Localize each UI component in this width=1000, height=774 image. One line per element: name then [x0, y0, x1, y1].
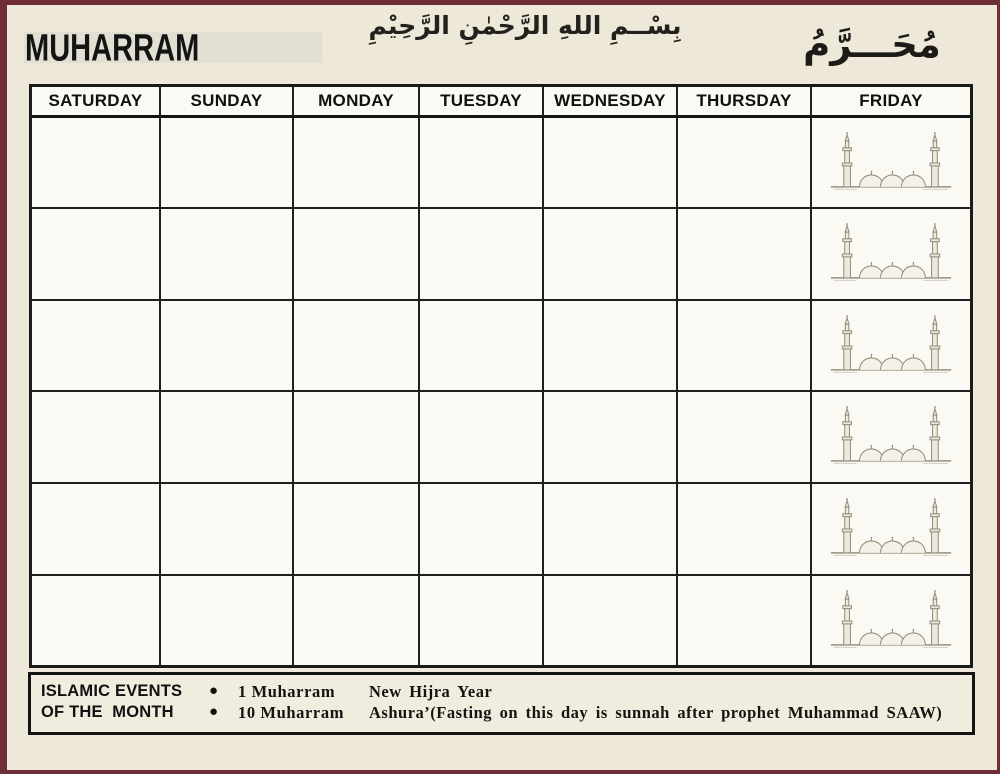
events-heading-line1: ISLAMIC EVENTS — [41, 681, 183, 701]
calendar-cell — [678, 301, 812, 392]
calendar-cell — [544, 392, 678, 484]
calendar-cell — [294, 301, 420, 392]
calendar-cell — [678, 118, 812, 209]
page-title: MUHARRAM — [25, 27, 200, 70]
calendar-cell — [678, 484, 812, 576]
bismillah-calligraphy: بِسْــمِ اللهِ الرَّحْمٰنِ الرَّحِيْمِ — [368, 11, 682, 40]
calendar-cell — [161, 484, 294, 576]
day-header-monday: MONDAY — [294, 87, 420, 118]
calendar-cell — [294, 484, 420, 576]
calendar-cell — [161, 576, 294, 665]
calendar-cell — [420, 209, 544, 301]
calendar-cell — [544, 576, 678, 665]
calendar-cell — [544, 484, 678, 576]
calendar-cell — [294, 209, 420, 301]
event-row: ISLAMIC EVENTS ● 1 Muharram New Hijra Ye… — [31, 682, 972, 702]
mosque-icon — [830, 406, 952, 464]
calendar-cell — [420, 301, 544, 392]
bullet-icon: ● — [209, 703, 219, 720]
mosque-icon — [830, 314, 952, 373]
calendar-cell — [32, 392, 161, 484]
calendar-cell — [420, 576, 544, 665]
event-description: Ashura’(Fasting on this day is sunnah af… — [369, 703, 943, 722]
event-date: 10 Muharram — [238, 703, 345, 722]
calendar-cell — [812, 209, 970, 301]
calendar-cell — [294, 118, 420, 209]
calendar-grid: SATURDAY SUNDAY MONDAY TUESDAY WEDNESDAY THUR… — [29, 84, 973, 668]
calendar-cell — [32, 484, 161, 576]
calendar-cell — [32, 118, 161, 209]
calendar-cell — [32, 301, 161, 392]
calendar-cell — [420, 118, 544, 209]
calendar-cell — [420, 392, 544, 484]
calendar-cell — [32, 209, 161, 301]
calendar-cell — [420, 484, 544, 576]
events-heading-line2: OF THE MONTH — [41, 702, 174, 722]
day-header-sunday: SUNDAY — [161, 87, 294, 118]
bullet-icon: ● — [209, 682, 219, 699]
day-header-friday: FRIDAY — [812, 87, 970, 118]
calendar-cell — [812, 484, 970, 576]
islamic-events-box: ISLAMIC EVENTS ● 1 Muharram New Hijra Ye… — [28, 672, 975, 735]
calendar-cell — [812, 576, 970, 665]
event-date: 1 Muharram — [238, 682, 336, 701]
calendar-cell — [678, 392, 812, 484]
calendar-cell — [32, 576, 161, 665]
calendar-cell — [544, 301, 678, 392]
day-header-tuesday: TUESDAY — [420, 87, 544, 118]
calendar-cell — [812, 392, 970, 484]
month-name-arabic: مُحَـــرَّمُ — [803, 23, 941, 66]
calendar-cell — [161, 392, 294, 484]
day-header-thursday: THURSDAY — [678, 87, 812, 118]
day-header-saturday: SATURDAY — [32, 87, 161, 118]
calendar-cell — [294, 576, 420, 665]
calendar-cell — [812, 118, 970, 209]
mosque-icon — [830, 131, 952, 190]
event-description: New Hijra Year — [369, 682, 493, 701]
calendar-cell — [812, 301, 970, 392]
calendar-cell — [161, 118, 294, 209]
calendar-cell — [161, 301, 294, 392]
calendar-cell — [678, 576, 812, 665]
calendar-cell — [161, 209, 294, 301]
mosque-icon — [830, 498, 952, 556]
calendar-cell — [544, 209, 678, 301]
event-row: OF THE MONTH ● 10 Muharram Ashura’(Fasti… — [31, 703, 972, 723]
calendar-cell — [544, 118, 678, 209]
day-header-wednesday: WEDNESDAY — [544, 87, 678, 118]
mosque-icon — [830, 223, 952, 281]
calendar-cell — [678, 209, 812, 301]
calendar-cell — [294, 392, 420, 484]
mosque-icon — [830, 589, 952, 648]
title-highlight-strip — [24, 32, 322, 63]
